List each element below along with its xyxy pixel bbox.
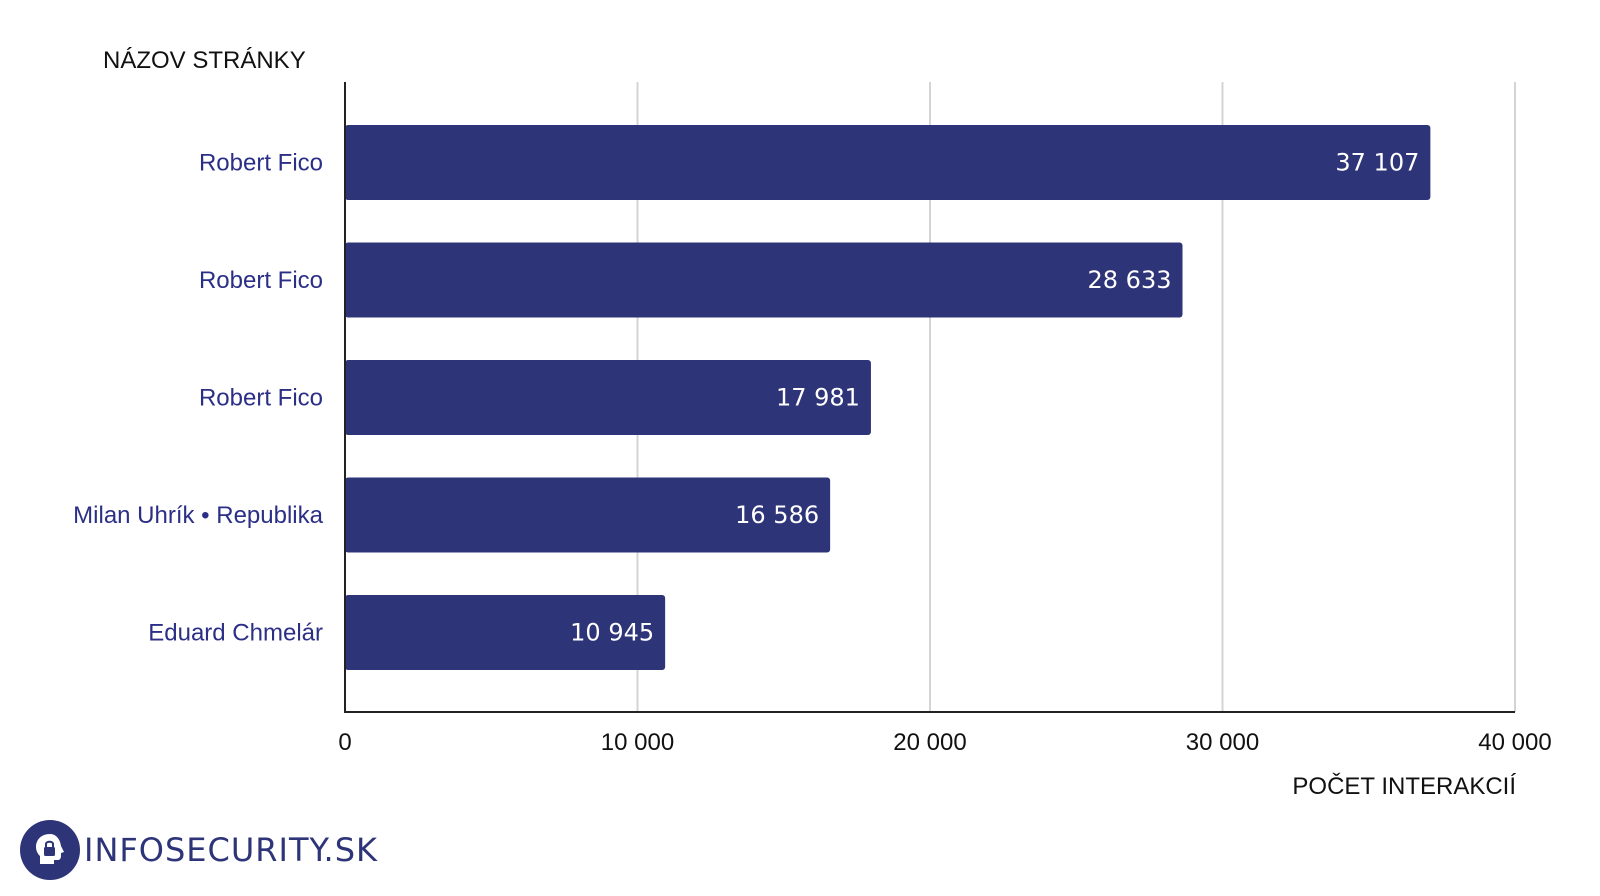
value-labels: 37 107 28 633 17 981 16 586 10 945 [570, 149, 1419, 647]
category-label: Eduard Chmelár [148, 620, 323, 647]
category-labels: Robert Fico Robert Fico Robert Fico Milan U… [73, 150, 323, 647]
value-label: 10 945 [570, 619, 654, 647]
x-tick-label: 40 000 [1478, 729, 1551, 756]
bar [345, 242, 1183, 318]
value-label: 37 107 [1335, 149, 1419, 177]
x-tick-label: 30 000 [1186, 729, 1259, 756]
x-tick-label: 10 000 [601, 729, 674, 756]
bar [345, 125, 1431, 200]
bar [345, 477, 831, 553]
head-lock-icon [20, 820, 80, 880]
brand-name: INFOSECURITY.SK [84, 831, 379, 869]
category-label: Robert Fico [199, 267, 323, 294]
y-axis-title: NÁZOV STRÁNKY [103, 47, 306, 74]
category-label: Robert Fico [199, 150, 323, 177]
x-tick-labels: 0 10 000 20 000 30 000 40 000 [338, 729, 1551, 756]
x-tick-label: 20 000 [893, 729, 966, 756]
value-label: 17 981 [776, 384, 860, 412]
bars [345, 125, 1431, 670]
value-label: 16 586 [735, 501, 819, 529]
bar [345, 595, 666, 670]
category-label: Milan Uhrík • Republika [73, 502, 323, 529]
bar-chart: Robert Fico Robert Fico Robert Fico Milan U… [73, 47, 1552, 800]
x-tick-label: 0 [338, 729, 351, 756]
brand-logo: INFOSECURITY.SK [20, 820, 378, 880]
x-axis-title: POČET INTERAKCIÍ [1292, 772, 1516, 800]
bar [345, 360, 871, 435]
value-label: 28 633 [1088, 266, 1172, 294]
category-label: Robert Fico [199, 385, 323, 412]
